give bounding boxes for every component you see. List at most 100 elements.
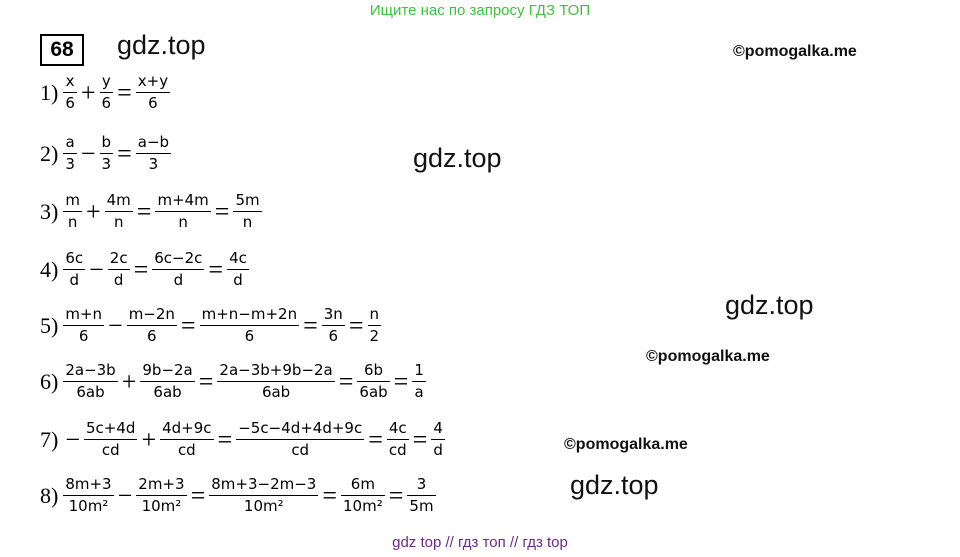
- denominator: n: [104, 211, 133, 231]
- denominator: 6: [135, 92, 171, 112]
- numerator: 6m: [350, 475, 375, 493]
- operator: −: [89, 254, 104, 284]
- operator: +: [85, 196, 101, 226]
- numerator: a: [65, 133, 75, 151]
- equation-line: 8) 8m+3 10m² −2m+3 10m² = 8m+3−2m−3 10m² = 6m 10m²…: [40, 476, 437, 515]
- operator: =: [388, 480, 404, 510]
- denominator: 3: [63, 153, 77, 173]
- denominator: cd: [386, 439, 409, 459]
- denominator: cd: [236, 439, 365, 459]
- numerator: 5m: [235, 191, 260, 209]
- operator: =: [348, 310, 364, 340]
- operator: =: [190, 480, 206, 510]
- search-banner: Ищите нас по запросу ГДЗ ТОП: [369, 2, 591, 19]
- watermark: gdz.top: [117, 30, 206, 60]
- fraction: 6c d: [63, 249, 86, 289]
- operator: +: [141, 424, 157, 454]
- numerator: 6c: [65, 249, 84, 267]
- numerator: 2a−3b: [65, 361, 116, 379]
- numerator: 2c: [109, 249, 128, 267]
- denominator: n: [233, 211, 262, 231]
- denominator: 5m: [407, 495, 436, 515]
- numerator: x: [65, 72, 75, 90]
- denominator: 6ab: [140, 381, 195, 401]
- numerator: 8m+3−2m−3: [211, 475, 317, 493]
- operator: =: [322, 480, 338, 510]
- fraction: m−2n 6: [126, 306, 177, 345]
- numerator: 4c: [388, 419, 407, 437]
- operator: =: [180, 310, 196, 340]
- operator: =: [136, 196, 152, 226]
- equation-line: 7) −5c+4d cd +4d+9c cd = −5c−4d+4d+9c cd = 4c cd = 4…: [40, 420, 446, 459]
- equation-line: 6) 2a−3b 6ab +9b−2a 6ab = 2a−3b+9b−2a 6ab = 6b 6ab…: [40, 362, 427, 401]
- equation-line: 3) m n +4m n = m+4m n = 5m n: [40, 192, 263, 231]
- denominator: 10m²: [341, 495, 385, 515]
- denominator: d: [227, 269, 249, 289]
- fraction: 3n 6: [321, 306, 345, 345]
- fraction: 4m n: [104, 191, 133, 231]
- operator: =: [217, 424, 233, 454]
- fraction: m+4m n: [155, 191, 211, 231]
- fraction: 5c+4d cd: [84, 420, 138, 459]
- equation-label: 3): [40, 198, 59, 224]
- denominator: d: [152, 269, 205, 289]
- fraction: 8m+3 10m²: [63, 476, 114, 515]
- denominator: n: [63, 211, 82, 231]
- numerator: a−b: [137, 133, 170, 151]
- equation-line: 1) x 6 + y 6 = x+y 6: [40, 73, 171, 112]
- fraction: 4c d: [227, 250, 249, 289]
- equation-line: 4) 6c d −2c d = 6c−2c d = 4c d: [40, 250, 250, 289]
- operator: =: [338, 366, 354, 396]
- equation-label: 2): [40, 140, 59, 166]
- copyright: ©pomogalka.me: [733, 43, 857, 60]
- operator: =: [208, 254, 224, 284]
- fraction: 4d+9c cd: [160, 419, 214, 459]
- fraction: 8m+3−2m−3 10m²: [209, 475, 319, 515]
- equation-label: 7): [40, 426, 59, 452]
- numerator: m+n: [65, 305, 103, 323]
- footer: gdz top // гдз топ // гдз top: [392, 534, 568, 551]
- denominator: 10m²: [136, 495, 187, 515]
- operator: −: [65, 424, 80, 454]
- operator: =: [412, 424, 428, 454]
- fraction: m+n 6: [63, 305, 105, 345]
- numerator: 4m: [106, 191, 131, 209]
- equation-label: 8): [40, 482, 59, 508]
- fraction: x+y 6: [135, 73, 171, 112]
- operator: +: [80, 77, 96, 107]
- denominator: 6ab: [357, 381, 390, 401]
- numerator: b: [101, 133, 112, 151]
- fraction: −5c−4d+4d+9c cd: [236, 420, 365, 459]
- operator: −: [80, 138, 96, 168]
- numerator: 6c−2c: [154, 249, 203, 267]
- operator: =: [214, 196, 230, 226]
- fraction: 2a−3b 6ab: [63, 361, 118, 401]
- operator: +: [121, 366, 137, 396]
- operator: =: [393, 366, 409, 396]
- numerator: y: [101, 72, 111, 90]
- denominator: 6: [126, 325, 177, 345]
- denominator: 3: [135, 153, 172, 173]
- denominator: 6: [199, 325, 300, 345]
- watermark: gdz.top: [413, 143, 502, 173]
- denominator: 6: [99, 92, 114, 112]
- operator: =: [198, 366, 214, 396]
- denominator: d: [431, 439, 445, 459]
- operator: =: [117, 138, 132, 168]
- numerator: 3: [416, 475, 427, 493]
- numerator: m+4m: [157, 191, 209, 209]
- numerator: m: [65, 191, 80, 209]
- numerator: 4d+9c: [162, 419, 212, 437]
- watermark: gdz.top: [570, 470, 659, 500]
- numerator: 2m+3: [138, 475, 185, 493]
- denominator: cd: [84, 439, 138, 459]
- denominator: 10m²: [63, 495, 114, 515]
- equation-line: 2) a 3− b 3 = a−b 3: [40, 134, 172, 173]
- denominator: 6: [63, 325, 105, 345]
